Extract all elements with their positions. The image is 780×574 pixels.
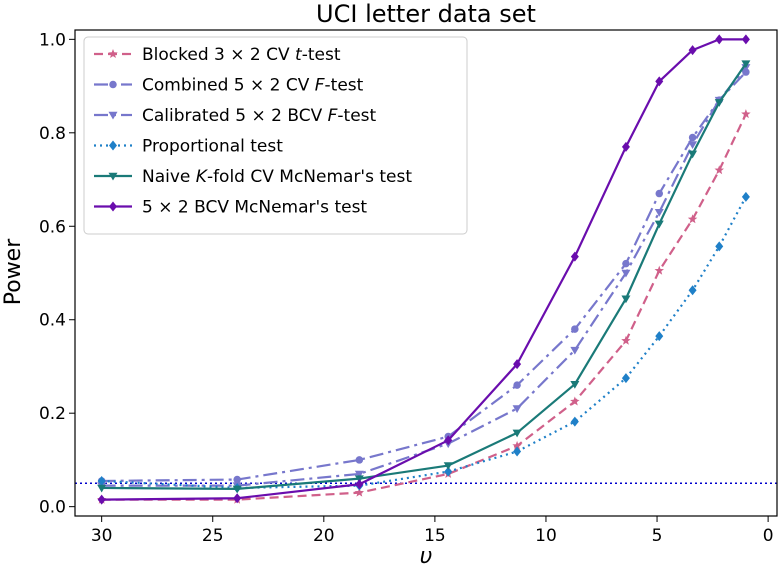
data-point [443,462,453,471]
data-point [570,346,580,355]
data-point [715,241,724,252]
data-point [741,34,750,45]
series-6 [97,34,750,505]
legend-marker [109,201,117,212]
data-point [622,259,630,268]
data-point [570,416,579,427]
legend-label: 5 × 2 BCV McNemar's test [142,198,367,218]
data-point [233,493,242,504]
data-point [444,466,453,477]
data-point [741,191,750,202]
legend-marker [109,80,117,89]
y-tick-label: 0.6 [39,217,66,237]
data-point [571,325,579,333]
data-point [715,34,724,45]
data-point [621,373,630,384]
x-tick-label: 30 [91,526,113,546]
data-point [354,470,364,479]
data-point [570,251,579,262]
data-point [512,440,522,450]
series-line [101,196,747,490]
legend-box [83,36,468,235]
data-point [621,141,630,152]
data-point [741,60,751,69]
x-tick-label: 5 [652,526,663,546]
data-point [688,45,697,56]
data-point [655,189,664,198]
data-point [687,214,698,224]
y-tick-label: 0.0 [39,498,66,518]
data-point [97,484,107,493]
data-point [570,396,580,406]
data-point [232,485,242,494]
data-point [512,429,522,438]
data-point [654,265,665,275]
legend-label: Naive K-fold CV McNemar's test [142,167,412,187]
legend-label: Combined 5 × 2 CV F-test [142,76,364,96]
x-tick-label: 25 [202,526,224,546]
legend-label: Blocked 3 × 2 CV t-test [142,45,341,65]
axes-frame [74,29,778,517]
legend-marker [108,111,118,120]
data-point [621,335,631,345]
x-tick-label: 20 [313,526,335,546]
plot-area [75,34,777,505]
data-point [714,165,724,175]
y-axis-label: Power [1,238,26,305]
x-axis: 30 25 20 15 10 5 0 [91,516,774,546]
data-point [688,150,698,159]
legend-label: Proportional test [142,137,283,157]
y-axis: 0.0 0.2 0.4 0.6 0.8 1.0 [39,30,75,518]
data-point [688,141,698,149]
data-point [654,209,664,217]
y-tick-label: 1.0 [39,30,66,50]
data-point [621,269,631,278]
x-tick-label: 0 [763,526,774,546]
data-point [688,285,697,296]
series-5 [97,60,751,494]
data-point [355,456,364,464]
series-line [101,66,747,487]
data-point [688,133,697,142]
data-point [512,405,522,414]
data-point [570,380,580,389]
data-point [513,381,521,389]
legend: Blocked 3 × 2 CV t-test Combined 5 × 2 CV… [83,36,468,235]
legend-marker [108,49,118,59]
data-point [741,109,751,119]
x-tick-label: 15 [424,526,446,546]
y-tick-label: 0.8 [39,124,66,144]
data-point [655,76,664,87]
series-4 [97,191,750,493]
legend-marker [109,140,117,151]
data-point [513,359,522,370]
data-point [354,487,365,497]
y-tick-label: 0.4 [39,311,66,331]
data-point [655,331,664,342]
legend-label: Calibrated 5 × 2 BCV F-test [142,106,377,126]
data-point [714,99,724,107]
legend-marker [108,172,118,181]
data-point [355,479,364,490]
data-point [513,446,522,457]
x-tick-label: 10 [535,526,557,546]
data-point [233,475,241,484]
data-point [97,494,106,505]
data-point [444,435,453,446]
data-point [97,475,106,486]
chart-title: UCI letter data set [316,0,536,28]
y-tick-label: 0.2 [39,404,66,424]
x-axis-label: υ [420,544,433,569]
data-point [621,295,631,304]
data-point [654,220,664,229]
